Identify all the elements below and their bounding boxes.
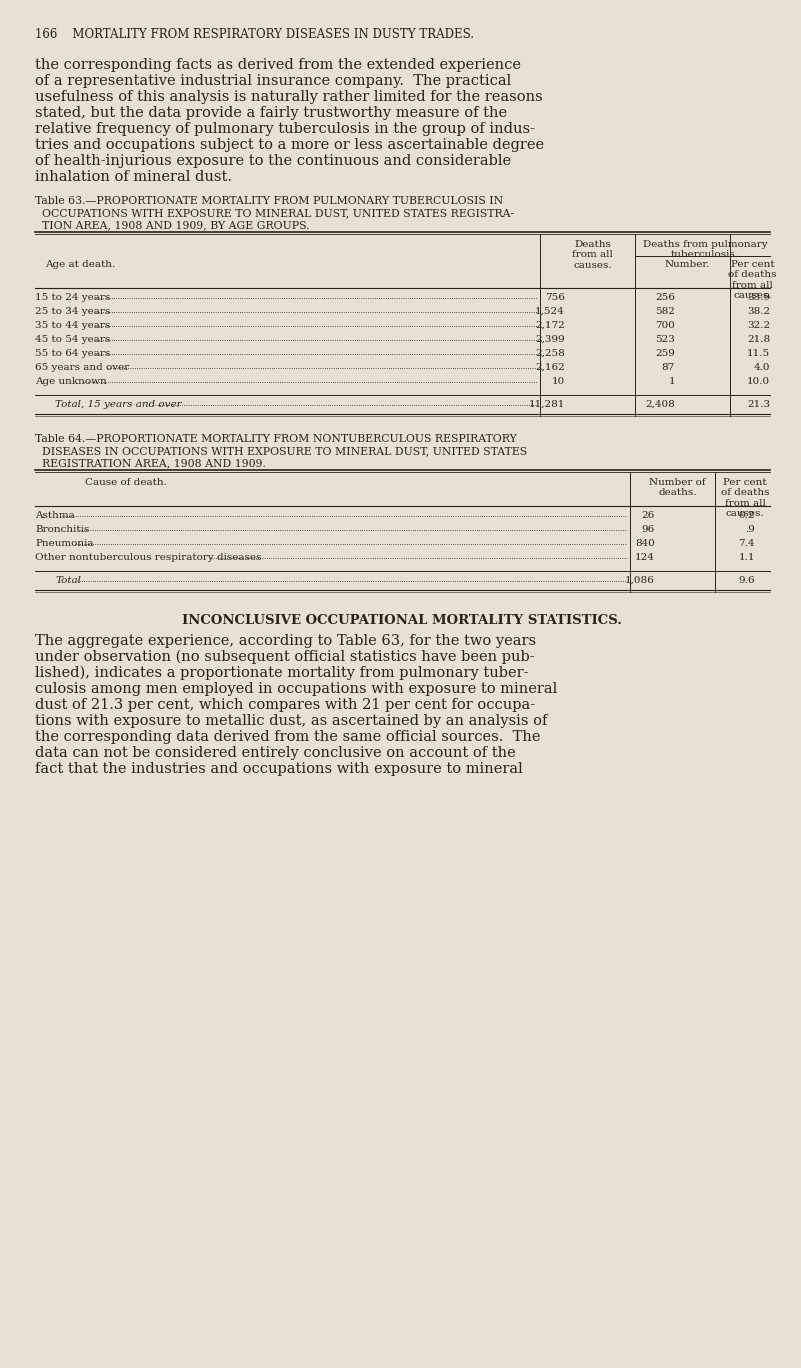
Text: of health-injurious exposure to the continuous and considerable: of health-injurious exposure to the cont… — [35, 155, 511, 168]
Text: 756: 756 — [545, 293, 565, 302]
Text: tries and occupations subject to a more or less ascertainable degree: tries and occupations subject to a more … — [35, 138, 544, 152]
Text: 21.3: 21.3 — [747, 399, 770, 409]
Text: DISEASES IN OCCUPATIONS WITH EXPOSURE TO MINERAL DUST, UNITED STATES: DISEASES IN OCCUPATIONS WITH EXPOSURE TO… — [35, 446, 527, 456]
Text: inhalation of mineral dust.: inhalation of mineral dust. — [35, 170, 232, 185]
Text: of a representative industrial insurance company.  The practical: of a representative industrial insurance… — [35, 74, 511, 88]
Text: Asthma: Asthma — [35, 512, 74, 520]
Text: 0.2: 0.2 — [739, 512, 755, 520]
Text: 2,399: 2,399 — [535, 335, 565, 343]
Text: relative frequency of pulmonary tuberculosis in the group of indus-: relative frequency of pulmonary tubercul… — [35, 122, 535, 135]
Text: REGISTRATION AREA, 1908 AND 1909.: REGISTRATION AREA, 1908 AND 1909. — [35, 458, 266, 468]
Text: Per cent
of deaths
from all
causes.: Per cent of deaths from all causes. — [721, 477, 769, 518]
Text: 35 to 44 years: 35 to 44 years — [35, 321, 111, 330]
Text: 582: 582 — [655, 306, 675, 316]
Text: 15 to 24 years: 15 to 24 years — [35, 293, 111, 302]
Text: Pneumonia: Pneumonia — [35, 539, 94, 549]
Text: 4.0: 4.0 — [754, 363, 770, 372]
Text: Other nontuberculous respiratory diseases: Other nontuberculous respiratory disease… — [35, 553, 261, 562]
Text: 87: 87 — [662, 363, 675, 372]
Text: Age at death.: Age at death. — [45, 260, 115, 269]
Text: dust of 21.3 per cent, which compares with 21 per cent for occupa-: dust of 21.3 per cent, which compares wi… — [35, 698, 535, 711]
Text: culosis among men employed in occupations with exposure to mineral: culosis among men employed in occupation… — [35, 683, 557, 696]
Text: Deaths
from all
causes.: Deaths from all causes. — [572, 239, 613, 269]
Text: the corresponding facts as derived from the extended experience: the corresponding facts as derived from … — [35, 57, 521, 73]
Text: under observation (no subsequent official statistics have been pub-: under observation (no subsequent officia… — [35, 650, 534, 665]
Text: 26: 26 — [642, 512, 655, 520]
Text: 840: 840 — [635, 539, 655, 549]
Text: 2,172: 2,172 — [535, 321, 565, 330]
Text: 33.9: 33.9 — [747, 293, 770, 302]
Text: 2,162: 2,162 — [535, 363, 565, 372]
Text: 96: 96 — [642, 525, 655, 534]
Text: Table 64.—PROPORTIONATE MORTALITY FROM NONTUBERCULOUS RESPIRATORY: Table 64.—PROPORTIONATE MORTALITY FROM N… — [35, 434, 517, 445]
Text: Number of
deaths.: Number of deaths. — [649, 477, 706, 498]
Text: 7.4: 7.4 — [739, 539, 755, 549]
Text: 2,258: 2,258 — [535, 349, 565, 358]
Text: 45 to 54 years: 45 to 54 years — [35, 335, 111, 343]
Text: fact that the industries and occupations with exposure to mineral: fact that the industries and occupations… — [35, 762, 523, 776]
Text: usefulness of this analysis is naturally rather limited for the reasons: usefulness of this analysis is naturally… — [35, 90, 543, 104]
Text: 38.2: 38.2 — [747, 306, 770, 316]
Text: data can not be considered entirely conclusive on account of the: data can not be considered entirely conc… — [35, 746, 516, 761]
Text: 65 years and over: 65 years and over — [35, 363, 129, 372]
Text: 1,086: 1,086 — [626, 576, 655, 586]
Text: 166    MORTALITY FROM RESPIRATORY DISEASES IN DUSTY TRADES.: 166 MORTALITY FROM RESPIRATORY DISEASES … — [35, 27, 474, 41]
Text: 124: 124 — [635, 553, 655, 562]
Text: 55 to 64 years: 55 to 64 years — [35, 349, 111, 358]
Text: .9: .9 — [745, 525, 755, 534]
Text: 11.5: 11.5 — [747, 349, 770, 358]
Text: 9.6: 9.6 — [739, 576, 755, 586]
Text: tions with exposure to metallic dust, as ascertained by an analysis of: tions with exposure to metallic dust, as… — [35, 714, 547, 728]
Text: Deaths from pulmonary
tuberculosis.: Deaths from pulmonary tuberculosis. — [642, 239, 767, 260]
Text: lished), indicates a proportionate mortality from pulmonary tuber-: lished), indicates a proportionate morta… — [35, 666, 529, 680]
Text: 32.2: 32.2 — [747, 321, 770, 330]
Text: stated, but the data provide a fairly trustworthy measure of the: stated, but the data provide a fairly tr… — [35, 105, 507, 120]
Text: the corresponding data derived from the same official sources.  The: the corresponding data derived from the … — [35, 731, 541, 744]
Text: Total, 15 years and over: Total, 15 years and over — [55, 399, 182, 409]
Text: 21.8: 21.8 — [747, 335, 770, 343]
Text: 523: 523 — [655, 335, 675, 343]
Text: 1: 1 — [668, 378, 675, 386]
Text: Cause of death.: Cause of death. — [85, 477, 167, 487]
Text: INCONCLUSIVE OCCUPATIONAL MORTALITY STATISTICS.: INCONCLUSIVE OCCUPATIONAL MORTALITY STAT… — [183, 614, 622, 627]
Text: Number.: Number. — [665, 260, 710, 269]
Text: Age unknown: Age unknown — [35, 378, 107, 386]
Text: 11,281: 11,281 — [529, 399, 565, 409]
Text: 256: 256 — [655, 293, 675, 302]
Text: OCCUPATIONS WITH EXPOSURE TO MINERAL DUST, UNITED STATES REGISTRA-: OCCUPATIONS WITH EXPOSURE TO MINERAL DUS… — [35, 208, 514, 218]
Text: 1,524: 1,524 — [535, 306, 565, 316]
Text: Bronchitis: Bronchitis — [35, 525, 89, 534]
Text: 700: 700 — [655, 321, 675, 330]
Text: 2,408: 2,408 — [646, 399, 675, 409]
Text: 25 to 34 years: 25 to 34 years — [35, 306, 111, 316]
Text: Total: Total — [55, 576, 81, 586]
Text: 10: 10 — [552, 378, 565, 386]
Text: Table 63.—PROPORTIONATE MORTALITY FROM PULMONARY TUBERCULOSIS IN: Table 63.—PROPORTIONATE MORTALITY FROM P… — [35, 196, 503, 207]
Text: 1.1: 1.1 — [739, 553, 755, 562]
Text: The aggregate experience, according to Table 63, for the two years: The aggregate experience, according to T… — [35, 633, 536, 648]
Text: 10.0: 10.0 — [747, 378, 770, 386]
Text: 259: 259 — [655, 349, 675, 358]
Text: TION AREA, 1908 AND 1909, BY AGE GROUPS.: TION AREA, 1908 AND 1909, BY AGE GROUPS. — [35, 220, 309, 230]
Text: Per cent
of deaths
from all
causes.: Per cent of deaths from all causes. — [728, 260, 777, 300]
